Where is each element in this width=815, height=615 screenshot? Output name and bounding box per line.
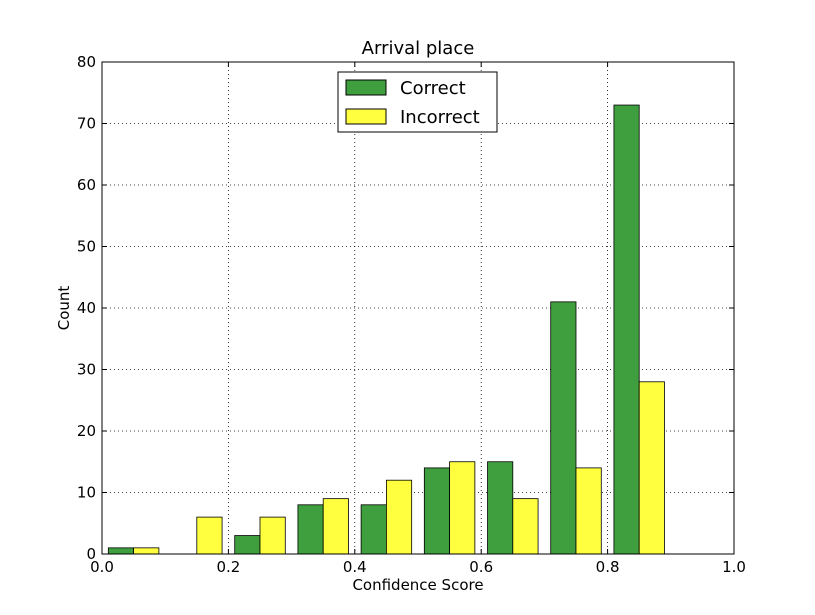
x-tick-label: 0.2 — [216, 558, 240, 576]
bar-correct-bin-8 — [613, 104, 640, 555]
x-axis-label: Confidence Score — [352, 576, 483, 594]
bar-correct-bin-3 — [297, 504, 324, 555]
y-tick-label: 70 — [77, 115, 96, 133]
y-axis-label: Count — [55, 286, 73, 331]
bars — [107, 104, 665, 555]
y-tick-labels: 0 10 20 30 40 50 60 70 80 — [77, 53, 96, 563]
y-tick-label: 20 — [77, 422, 96, 440]
bar-incorrect-bin-4 — [385, 479, 413, 555]
legend-swatch-incorrect — [345, 108, 387, 125]
tick-marks — [101, 61, 735, 555]
y-tick-label: 50 — [77, 238, 96, 256]
y-tick-label: 30 — [77, 361, 96, 379]
bar-incorrect-bin-8 — [638, 381, 665, 555]
legend-swatch-correct — [345, 79, 387, 96]
legend-label-incorrect: Incorrect — [400, 107, 480, 128]
bar-correct-bin-6 — [487, 461, 514, 555]
y-tick-label: 10 — [77, 484, 96, 502]
legend-label-correct: Correct — [400, 78, 466, 99]
y-tick-label: 80 — [77, 53, 96, 71]
x-tick-label: 0.8 — [596, 558, 620, 576]
bar-incorrect-bin-5 — [449, 461, 476, 555]
bar-incorrect-bin-6 — [512, 498, 539, 555]
bar-correct-bin-0 — [107, 547, 135, 555]
bar-incorrect-bin-0 — [133, 547, 160, 555]
bar-correct-bin-7 — [550, 301, 577, 555]
x-tick-label: 0.4 — [343, 558, 367, 576]
x-tick-label: 0.6 — [469, 558, 493, 576]
chart-title: Arrival place — [362, 38, 475, 59]
bar-correct-bin-5 — [423, 467, 451, 555]
x-tick-labels: 0.0 0.2 0.4 0.6 0.8 1.0 — [90, 558, 746, 576]
bar-incorrect-bin-7 — [575, 467, 602, 555]
bar-correct-bin-2 — [234, 535, 261, 555]
y-tick-label: 0 — [86, 545, 96, 563]
bar-incorrect-bin-2 — [259, 516, 286, 555]
bar-incorrect-bin-1 — [196, 516, 223, 555]
bar-correct-bin-4 — [360, 504, 387, 555]
legend: Correct Incorrect — [337, 71, 498, 133]
x-tick-label: 0.0 — [90, 558, 114, 576]
y-tick-label: 40 — [77, 299, 96, 317]
bar-incorrect-bin-3 — [322, 498, 349, 555]
x-tick-label: 1.0 — [722, 558, 746, 576]
y-tick-label: 60 — [77, 176, 96, 194]
